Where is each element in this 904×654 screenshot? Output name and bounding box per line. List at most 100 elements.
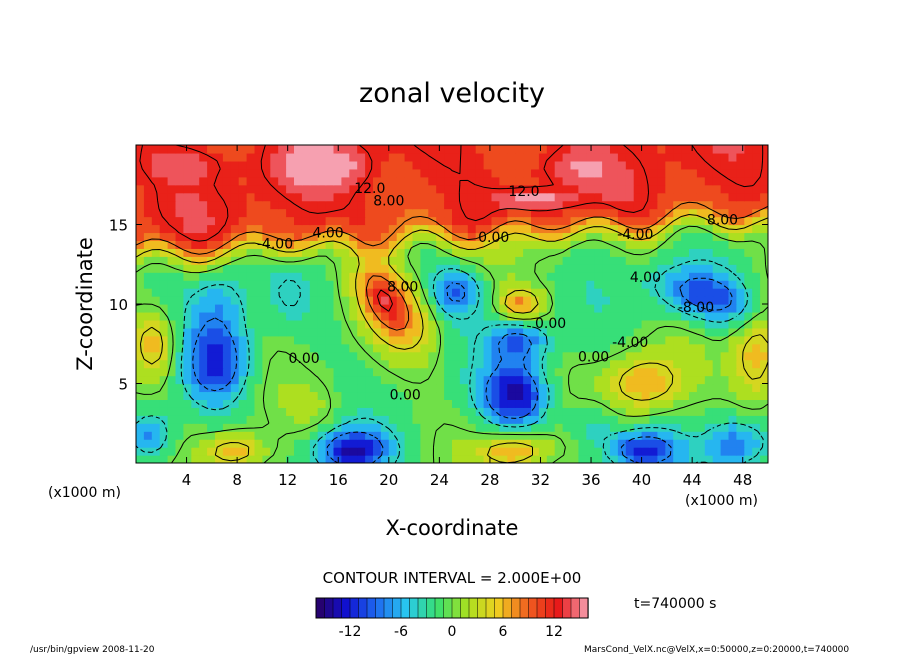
heatmap-cell: [380, 327, 390, 337]
heatmap-cell: [736, 232, 745, 241]
heatmap-cell: [207, 192, 216, 202]
heatmap-cell: [388, 216, 398, 226]
heatmap-cell: [136, 415, 145, 424]
heatmap-cell: [199, 288, 208, 297]
heatmap-cell: [657, 216, 666, 226]
heatmap-cell: [633, 343, 643, 353]
heatmap-cell: [136, 224, 145, 234]
heatmap-cell: [191, 296, 200, 305]
heatmap-cell: [365, 208, 374, 218]
heatmap-cell: [617, 375, 627, 385]
heatmap-cell: [143, 367, 153, 377]
heatmap-cell: [388, 359, 398, 369]
heatmap-cell: [373, 375, 382, 385]
heatmap-cell: [538, 415, 548, 424]
heatmap-cell: [175, 152, 184, 162]
heatmap-cell: [436, 264, 445, 273]
heatmap-cell: [665, 351, 674, 361]
heatmap-cell: [136, 351, 145, 361]
heatmap-cell: [704, 319, 714, 329]
heatmap-cell: [483, 216, 493, 226]
heatmap-cell: [373, 383, 382, 393]
heatmap-cell: [388, 335, 398, 345]
heatmap-cell: [570, 304, 579, 313]
heatmap-cell: [712, 272, 722, 281]
heatmap-cell: [712, 359, 722, 369]
heatmap-cell: [625, 152, 635, 162]
heatmap-cell: [412, 343, 421, 353]
heatmap-cell: [641, 335, 651, 345]
heatmap-cell: [294, 168, 303, 178]
heatmap-cell: [712, 439, 722, 448]
heatmap-cell: [641, 343, 651, 353]
heatmap-cell: [673, 431, 682, 440]
heatmap-cell: [578, 415, 587, 424]
heatmap-cell: [483, 272, 493, 281]
heatmap-cell: [325, 351, 335, 361]
heatmap-cell: [436, 208, 445, 218]
heatmap-cell: [207, 327, 216, 337]
heatmap-cell: [246, 399, 256, 408]
heatmap-cell: [412, 407, 421, 416]
heatmap-cell: [151, 375, 161, 385]
heatmap-cell: [199, 152, 208, 162]
heatmap-cell: [317, 351, 327, 361]
heatmap-cell: [689, 423, 698, 432]
heatmap-cell: [720, 415, 730, 424]
heatmap-cell: [467, 439, 477, 448]
heatmap-cell: [278, 335, 287, 345]
heatmap-cell: [752, 296, 761, 305]
heatmap-cell: [286, 375, 295, 385]
heatmap-cell: [673, 351, 682, 361]
heatmap-cell: [689, 375, 698, 385]
heatmap-cell: [712, 280, 722, 289]
heatmap-cell: [412, 335, 421, 345]
heatmap-cell: [159, 407, 169, 416]
heatmap-cell: [238, 423, 248, 432]
heatmap-cell: [136, 240, 145, 249]
heatmap-cell: [136, 311, 145, 321]
heatmap-cell: [420, 272, 429, 281]
heatmap-cell: [712, 304, 722, 313]
heatmap-cell: [262, 232, 271, 241]
heatmap-cell: [625, 319, 635, 329]
colorbar-ticks: -12 -6 0 6 12: [339, 624, 563, 640]
heatmap-cell: [617, 455, 627, 463]
heatmap-cell: [681, 184, 690, 194]
heatmap-cell: [183, 375, 192, 385]
heatmap-cell: [357, 367, 366, 377]
heatmap-cell: [183, 455, 192, 463]
heatmap-cell: [325, 391, 335, 400]
heatmap-cell: [388, 168, 398, 178]
heatmap-cell: [562, 311, 572, 321]
heatmap-cell: [625, 145, 635, 154]
heatmap-cell: [696, 168, 706, 178]
heatmap-cell: [673, 447, 682, 456]
heatmap-cell: [499, 248, 508, 257]
heatmap-cell: [531, 216, 540, 226]
heatmap-cell: [499, 296, 508, 305]
heatmap-cell: [341, 423, 350, 432]
heatmap-cell: [578, 192, 587, 202]
heatmap-cell: [704, 184, 714, 194]
heatmap-cell: [270, 327, 279, 337]
heatmap-cell: [191, 343, 200, 353]
heatmap-cell: [570, 200, 579, 210]
heatmap-cell: [373, 304, 382, 313]
heatmap-cell: [554, 359, 564, 369]
heatmap-cell: [633, 160, 643, 170]
heatmap-cell: [175, 280, 184, 289]
heatmap-cell: [412, 184, 421, 194]
heatmap-cell: [301, 391, 311, 400]
heatmap-cell: [349, 447, 358, 456]
heatmap-cell: [475, 145, 485, 154]
heatmap-cell: [712, 383, 722, 393]
heatmap-cell: [546, 359, 556, 369]
heatmap-cell: [586, 264, 595, 273]
heatmap-cell: [270, 200, 279, 210]
heatmap-cell: [222, 359, 232, 369]
heatmap-cell: [215, 168, 224, 178]
heatmap-cell: [143, 248, 153, 257]
heatmap-cell: [673, 224, 682, 234]
heatmap-cell: [728, 335, 737, 345]
